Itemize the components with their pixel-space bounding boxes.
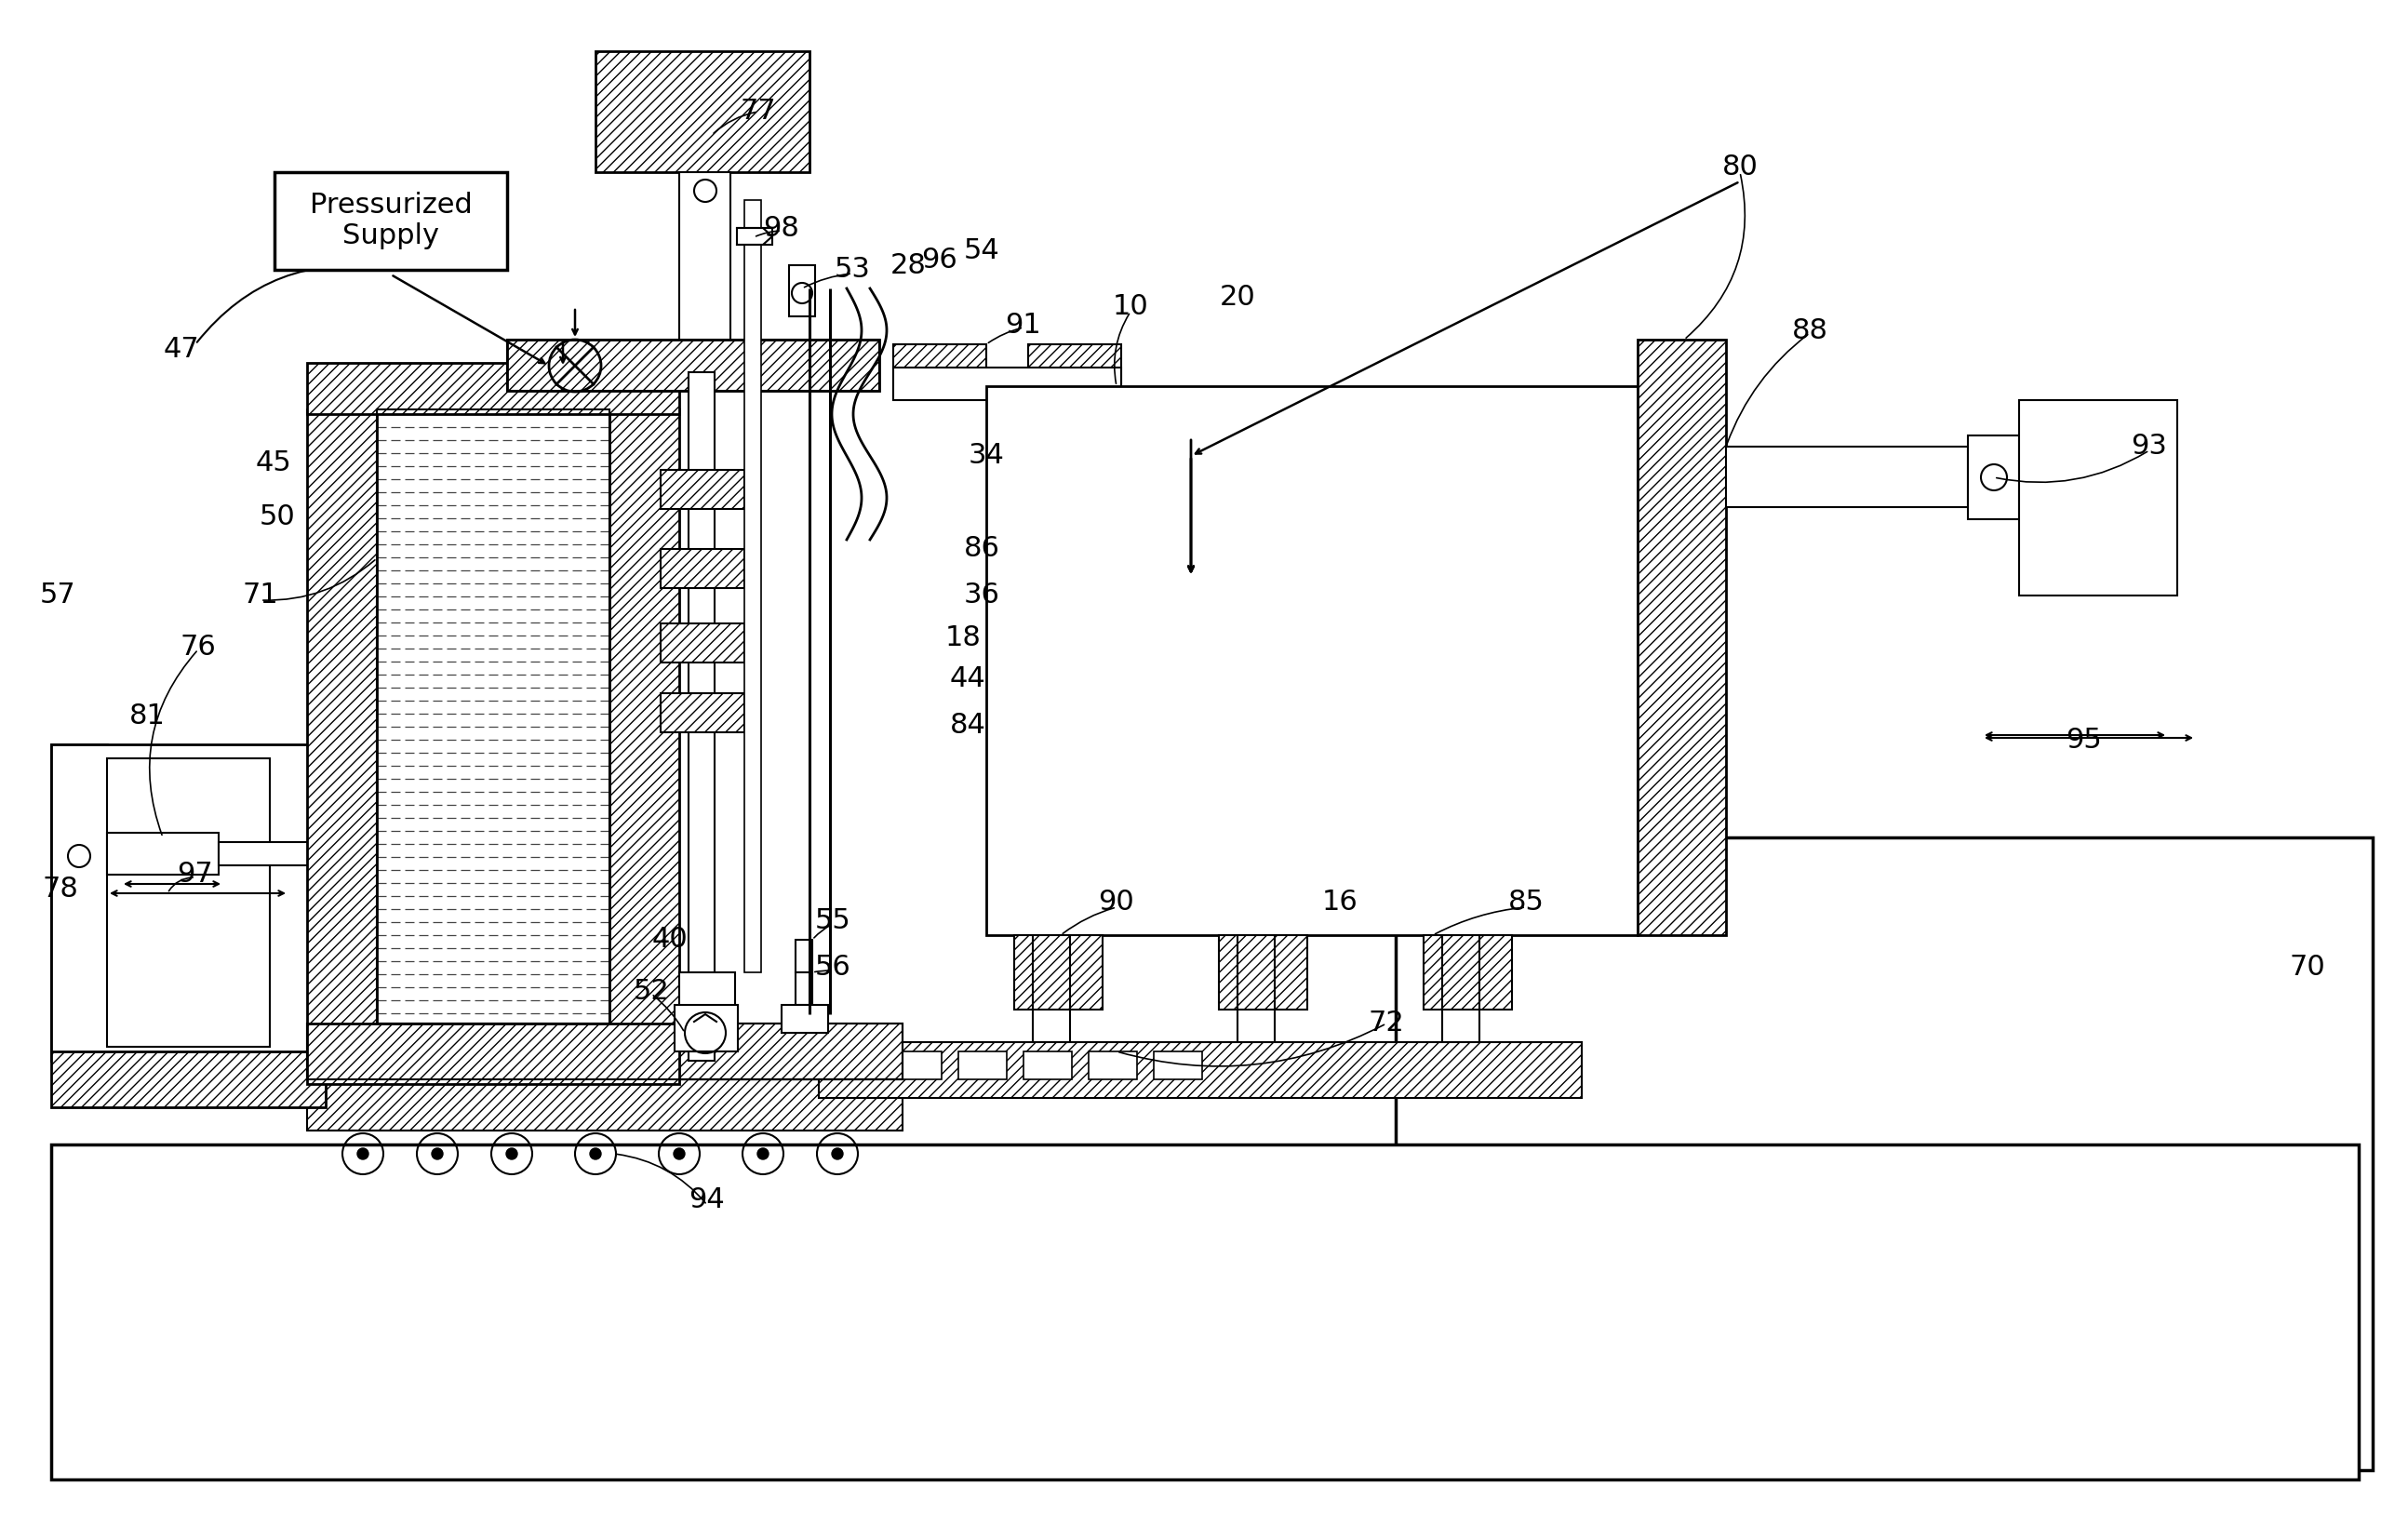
Text: 72: 72: [1368, 1010, 1404, 1037]
Bar: [679, 973, 734, 1033]
Text: 18: 18: [944, 623, 980, 651]
Bar: [308, 1023, 903, 1079]
Bar: [1397, 837, 2372, 1470]
Text: 93: 93: [2131, 432, 2167, 460]
Text: 78: 78: [43, 876, 79, 902]
Text: 53: 53: [833, 257, 869, 283]
Text: Pressurized
Supply: Pressurized Supply: [311, 191, 472, 249]
Bar: [1028, 345, 1122, 396]
Bar: [51, 745, 325, 1060]
Text: 94: 94: [689, 1187, 725, 1214]
Bar: [609, 409, 679, 1028]
Bar: [1218, 936, 1308, 1010]
Text: 34: 34: [968, 442, 1004, 469]
Text: 54: 54: [963, 237, 999, 265]
Bar: [376, 409, 609, 1028]
Bar: [893, 1051, 942, 1079]
Bar: [737, 228, 773, 245]
Bar: [595, 51, 809, 172]
Text: 40: 40: [653, 926, 689, 953]
Bar: [1088, 1051, 1137, 1079]
Text: 81: 81: [130, 703, 166, 729]
Text: 76: 76: [181, 633, 217, 660]
Bar: [219, 842, 325, 865]
Text: 77: 77: [739, 98, 775, 125]
Bar: [795, 940, 811, 973]
Bar: [893, 368, 1122, 400]
Text: 57: 57: [39, 582, 75, 609]
Circle shape: [431, 1148, 443, 1159]
Bar: [1023, 1051, 1072, 1079]
Bar: [51, 1145, 2360, 1479]
Text: 47: 47: [164, 336, 200, 362]
Text: 20: 20: [1218, 285, 1255, 311]
Bar: [660, 623, 744, 662]
Bar: [1153, 1051, 1202, 1079]
Bar: [1423, 936, 1512, 1010]
Bar: [660, 549, 744, 588]
Text: 88: 88: [1792, 317, 1828, 343]
Bar: [308, 409, 376, 1028]
Bar: [2018, 400, 2177, 596]
Bar: [660, 693, 744, 733]
Bar: [1727, 446, 1967, 508]
Bar: [783, 1005, 828, 1033]
Bar: [508, 340, 879, 391]
Text: 71: 71: [243, 582, 279, 609]
Text: 96: 96: [922, 248, 958, 274]
Text: 84: 84: [949, 713, 985, 739]
Bar: [106, 833, 219, 874]
Bar: [51, 745, 106, 1060]
Bar: [987, 386, 1637, 936]
Bar: [308, 1079, 903, 1131]
Bar: [744, 200, 761, 973]
Circle shape: [356, 1148, 368, 1159]
Bar: [833, 1051, 881, 1079]
Bar: [790, 265, 814, 317]
Circle shape: [759, 1148, 768, 1159]
Text: 55: 55: [814, 908, 850, 934]
Bar: [819, 1042, 1582, 1097]
Bar: [308, 1023, 903, 1079]
Text: 36: 36: [963, 582, 999, 609]
Circle shape: [590, 1148, 602, 1159]
Bar: [508, 340, 879, 391]
Circle shape: [506, 1148, 518, 1159]
Text: 50: 50: [260, 503, 296, 529]
Bar: [1967, 436, 2018, 519]
Bar: [1014, 936, 1103, 1010]
Bar: [795, 973, 811, 1005]
Text: 56: 56: [814, 954, 850, 982]
Bar: [660, 469, 744, 509]
Circle shape: [831, 1148, 843, 1159]
Bar: [679, 172, 730, 372]
Bar: [308, 363, 679, 414]
Bar: [1637, 340, 1727, 936]
Bar: [674, 1005, 737, 1051]
Bar: [275, 172, 508, 269]
Text: 45: 45: [255, 449, 291, 476]
Bar: [106, 759, 270, 1047]
Text: 85: 85: [1507, 890, 1544, 916]
Text: 70: 70: [2290, 954, 2326, 982]
Bar: [893, 345, 987, 396]
Bar: [689, 372, 715, 1060]
Text: 28: 28: [891, 252, 927, 279]
Text: 80: 80: [1722, 154, 1758, 182]
Text: 16: 16: [1322, 890, 1358, 916]
Text: 91: 91: [1007, 312, 1043, 339]
Bar: [958, 1051, 1007, 1079]
Circle shape: [674, 1148, 684, 1159]
Text: 90: 90: [1098, 890, 1134, 916]
Text: 97: 97: [178, 862, 214, 888]
Text: 52: 52: [633, 977, 669, 1005]
Text: 44: 44: [949, 666, 985, 693]
Bar: [308, 1023, 679, 1083]
Text: 86: 86: [963, 536, 999, 562]
Bar: [51, 1051, 325, 1107]
Text: 95: 95: [2066, 726, 2102, 753]
Text: 98: 98: [763, 214, 799, 242]
Text: 10: 10: [1112, 294, 1149, 320]
